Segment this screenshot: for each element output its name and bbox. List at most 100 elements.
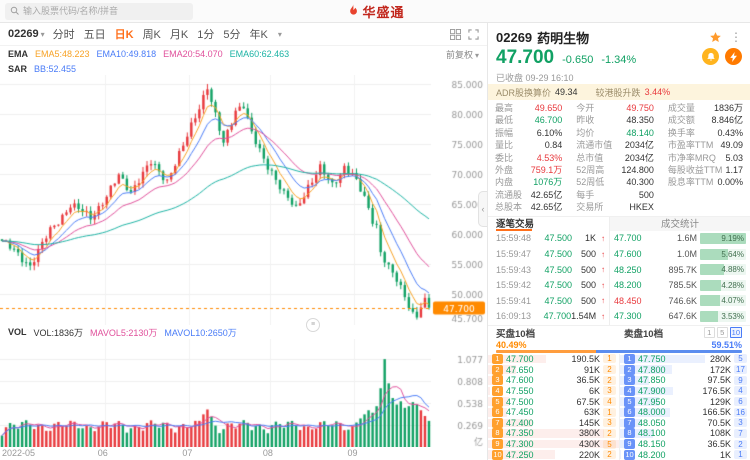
volume-stat-row: 47.700 1.6M 9.19% [614, 232, 746, 244]
ask-ladder: 1 47.750 280K 5 2 47.800 172K 17 3 47.850 97.5K 9 4 4… [619, 353, 750, 460]
depth-level-option-10[interactable]: 10 [729, 327, 742, 339]
flame-logo-icon [350, 4, 357, 15]
tick-trade-row: 15:59:41 47.500 500 ↑ [496, 295, 605, 306]
main-indicator-label[interactable]: EMA [8, 49, 28, 59]
tick-trade-row: 15:59:47 47.500 500 ↑ [496, 249, 605, 260]
stat-成交额: 成交额 8.846亿 [667, 115, 743, 126]
symbol-code: 02269 [8, 28, 39, 40]
bid-level-row[interactable]: 5 47.500 67.5K 4 [488, 396, 619, 407]
ask-level-row[interactable]: 1 47.750 280K 5 [620, 353, 750, 365]
depth-level-option-1[interactable]: 1 [703, 327, 715, 339]
adr-bar: ADR股换算价 49.34 较港股升跌 3.44% [488, 84, 750, 100]
adr-label: ADR股换算价 [496, 87, 552, 98]
stat-最高: 最高 49.650 [495, 103, 563, 113]
symbol-selector[interactable]: 02269 ▾ [8, 28, 45, 40]
adjust-mode-caret-icon: ▾ [474, 50, 479, 60]
pane-resize-handle[interactable]: ≡ [306, 318, 320, 332]
stock-code: 02269 [496, 29, 533, 45]
tab-period-周K[interactable]: 周K [142, 29, 161, 41]
depth-level-option-5[interactable]: 5 [716, 327, 728, 339]
ema-legend-value: EMA60:62.463 [229, 49, 290, 59]
volume-stat-row: 48.200 785.5K 4.28% [614, 279, 746, 291]
current-price: 47.700 [496, 47, 555, 68]
indicator-row: EMA EMA5:48.223 EMA10:49.818 EMA20:54.070 E… [0, 46, 487, 62]
stat-成交量: 成交量 1836万 [667, 103, 743, 113]
ask-level-row[interactable]: 7 48.050 70.5K 3 [620, 417, 750, 429]
vol-indicator-values: VOL:1836万 MAVOL5:2130万 MAVOL10:2650万 [34, 326, 237, 339]
volume-stat-row: 47.300 647.6K 3.53% [614, 310, 746, 322]
ask-level-row[interactable]: 4 47.900 176.5K 4 [620, 385, 750, 397]
stat-量比: 量比 0.84 [495, 140, 563, 151]
tab-period-月K[interactable]: 月K [169, 29, 189, 41]
main-indicator-values: EMA5:48.223 EMA10:49.818 EMA20:54.070 EMA60… [35, 49, 289, 59]
stat-每手: 每手 500 [576, 189, 654, 200]
tab-period-五日[interactable]: 五日 [83, 29, 106, 41]
favorite-star-icon[interactable] [709, 31, 722, 44]
main-area: 02269 ▾ 分时 五日 日K 周K 月K 1分 5分 年K ▾ EMA EMA5:48.22… [0, 23, 750, 460]
price-alert-button[interactable] [702, 48, 719, 65]
ask-level-row[interactable]: 9 48.150 36.5K 2 [620, 439, 750, 450]
adjust-mode-button[interactable]: 前复权 ▾ [446, 48, 479, 61]
stat-交易所: 交易所 HKEX [576, 202, 654, 213]
bid-level-row[interactable]: 8 47.350 380K 2 [488, 428, 619, 439]
tick-up-arrow-icon: ↑ [601, 249, 605, 259]
ask-level-row[interactable]: 5 47.950 129K 6 [620, 396, 750, 407]
fullscreen-icon[interactable] [468, 28, 479, 40]
vol-legend-value: VOL:1836万 [33, 327, 84, 338]
bid-level-row[interactable]: 10 47.250 220K 2 [488, 449, 619, 460]
stat-52周低: 52周低 40.300 [576, 177, 654, 188]
more-options-icon[interactable]: ⋮ [730, 30, 742, 44]
stat-今开: 今开 49.750 [576, 103, 654, 113]
tab-period-分时[interactable]: 分时 [52, 29, 75, 41]
ema-legend-value: EMA5:48.223 [35, 49, 90, 59]
tab-period-1分[interactable]: 1分 [197, 29, 215, 41]
order-book: 1 47.700 190.5K 1 2 47.650 91K 2 3 47.600 36.5K 2 4 4… [488, 353, 750, 460]
bid-level-row[interactable]: 6 47.450 63K 1 [488, 407, 619, 418]
tick-up-arrow-icon: ↑ [601, 311, 605, 321]
ask-level-row[interactable]: 10 48.200 1K 1 [620, 449, 750, 460]
volume-chart[interactable] [0, 339, 487, 447]
ask-levels-title: 卖盘10档 [624, 328, 664, 340]
overlay-indicator-label[interactable]: SAR [8, 63, 28, 74]
symbol-caret-icon: ▾ [40, 29, 45, 39]
bid-level-row[interactable]: 7 47.400 145K 3 [488, 417, 619, 429]
more-periods-caret-icon[interactable]: ▾ [277, 29, 282, 39]
bid-level-row[interactable]: 1 47.700 190.5K 1 [488, 353, 619, 365]
candlestick-chart[interactable] [0, 75, 487, 325]
bid-level-row[interactable]: 4 47.550 6K 3 [488, 385, 619, 397]
tab-period-5分[interactable]: 5分 [223, 29, 241, 41]
stat-内盘: 内盘 1076万 [495, 177, 563, 188]
bid-level-row[interactable]: 3 47.600 36.5K 2 [488, 375, 619, 386]
search-input[interactable] [23, 6, 188, 16]
stat-市盈率TTM: 市盈率TTM 49.09 [667, 140, 743, 151]
chart-layout-icon[interactable] [450, 28, 461, 40]
stat-振幅: 振幅 6.10% [495, 127, 563, 138]
volume-stats-list: 47.700 1.6M 9.19% 47.600 1.0M 5.64% 48.250 895.… [609, 230, 750, 325]
depth-level-toggle: 1 5 10 [703, 327, 742, 339]
collapse-panel-handle[interactable]: ‹ [478, 191, 487, 227]
quick-trade-button[interactable] [725, 48, 742, 65]
bid-levels-title: 买盘10档 [496, 328, 536, 340]
vol-indicator-label[interactable]: VOL [8, 327, 27, 337]
stat-总市值: 总市值 2034亿 [576, 152, 654, 163]
bid-level-row[interactable]: 2 47.650 91K 2 [488, 364, 619, 375]
ask-level-row[interactable]: 2 47.800 172K 17 [620, 364, 750, 375]
bid-level-row[interactable]: 9 47.300 430K 5 [488, 439, 619, 450]
ask-level-row[interactable]: 3 47.850 97.5K 9 [620, 375, 750, 386]
time-axis-label: 07 [182, 448, 193, 458]
stat-委比: 委比 4.53% [495, 152, 563, 163]
ask-level-row[interactable]: 6 48.000 166.5K 16 [620, 407, 750, 418]
tab-tick-trades[interactable]: 逐笔交易 [488, 217, 609, 231]
volume-stat-row: 47.600 1.0M 5.64% [614, 248, 746, 260]
volume-stat-row: 48.250 895.7K 4.88% [614, 264, 746, 276]
mid-section: 15:59:48 47.500 1K ↑ 15:59:47 47.500 500 ↑ 15:59… [488, 230, 750, 325]
search-box[interactable] [5, 2, 193, 20]
stat-每股收益TTM: 每股收益TTM 1.17 [667, 165, 743, 176]
tick-trade-row: 15:59:48 47.500 1K ↑ [496, 233, 605, 244]
price-change: -0.650 [562, 54, 594, 66]
tab-period-年K[interactable]: 年K [249, 29, 268, 41]
ask-level-row[interactable]: 8 48.100 108K 7 [620, 428, 750, 439]
price-chart-area: ≡ [0, 75, 487, 332]
tab-period-日K[interactable]: 日K [114, 29, 134, 41]
